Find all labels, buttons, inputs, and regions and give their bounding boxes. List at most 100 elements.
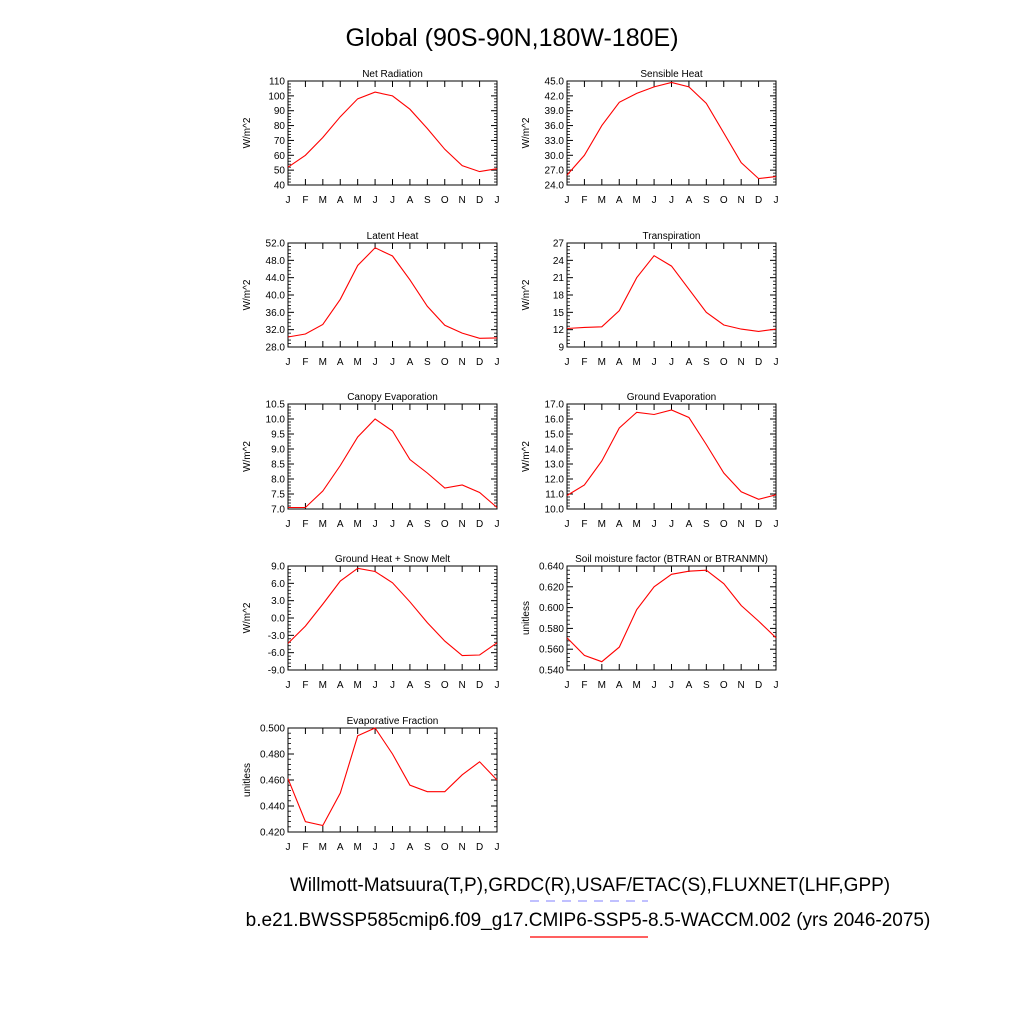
xtick-label: O [720,357,728,368]
xtick-label: M [632,680,640,691]
panel-title: Soil moisture factor (BTRAN or BTRANMN) [575,554,768,565]
ytick-label: 0.480 [260,750,285,761]
xtick-label: N [459,195,466,206]
xtick-label: J [390,842,395,853]
xtick-label: A [407,357,414,368]
ytick-label: 30.0 [545,151,565,162]
ytick-label: 48.0 [266,256,286,267]
panel-ylabel: W/m^2 [521,117,532,148]
ytick-label: 24 [553,256,565,267]
ytick-label: 7.0 [271,505,285,516]
xtick-label: S [424,519,431,530]
xtick-label: M [598,195,606,206]
ytick-label: 36.0 [545,121,565,132]
ytick-label: 70 [274,136,286,147]
series-line [566,254,777,332]
ytick-label: 50 [274,166,286,177]
xtick-label: S [424,680,431,691]
ytick-label: 13.0 [545,460,565,471]
panel-ylabel: W/m^2 [242,117,253,148]
ytick-label: 0.640 [539,562,564,573]
xtick-label: O [441,842,449,853]
panel-frame [287,80,498,186]
xtick-label: J [652,680,657,691]
xtick-label: F [581,519,587,530]
ytick-label: 9.5 [271,430,285,441]
xtick-label: N [738,519,745,530]
panel-title: Canopy Evaporation [347,392,438,403]
ytick-label: 45.0 [545,77,565,88]
xtick-label: J [373,357,378,368]
ytick-label: -6.0 [268,648,286,659]
xtick-label: J [286,680,291,691]
xtick-label: O [441,519,449,530]
ytick-label: 12 [553,325,565,336]
xtick-label: A [686,195,693,206]
ytick-label: 12.0 [545,475,565,486]
ytick-label: 9.0 [271,445,285,456]
xtick-label: S [424,195,431,206]
legend-obs-text: Willmott-Matsuura(T,P),GRDC(R),USAF/ETAC… [290,875,890,896]
xtick-label: J [565,195,570,206]
xtick-label: A [337,195,344,206]
xtick-label: A [686,519,693,530]
ytick-label: 21 [553,273,565,284]
series-line [287,91,498,173]
ytick-label: 14.0 [545,445,565,456]
ytick-label: 100 [268,91,285,102]
panel-ylabel: unitless [242,763,253,797]
xtick-label: J [774,519,779,530]
ytick-label: 10.0 [266,415,286,426]
ytick-label: 42.0 [545,91,565,102]
xtick-label: M [319,842,327,853]
panel-ylabel: unitless [521,601,532,635]
xtick-label: N [459,842,466,853]
xtick-label: S [703,680,710,691]
ytick-label: 40.0 [266,291,286,302]
xtick-label: J [774,680,779,691]
xtick-label: A [616,519,623,530]
ytick-label: 0.560 [539,645,564,656]
ytick-label: 90 [274,106,286,117]
panel-ylabel: W/m^2 [242,441,253,472]
series-line [287,727,498,827]
xtick-label: J [652,195,657,206]
panel-title: Ground Heat + Snow Melt [335,554,451,565]
xtick-label: F [302,195,308,206]
xtick-label: J [669,519,674,530]
ytick-label: 18 [553,291,565,302]
ytick-label: 15 [553,308,565,319]
xtick-label: J [286,519,291,530]
xtick-label: M [319,519,327,530]
ytick-label: 32.0 [266,325,286,336]
xtick-label: J [373,842,378,853]
xtick-label: M [353,195,361,206]
ytick-label: 52.0 [266,239,286,250]
panel-title: Evaporative Fraction [347,716,439,727]
xtick-label: M [598,519,606,530]
panel-9: Evaporative Fraction unitless 0.420 0.440 0.… [242,716,500,853]
xtick-label: D [755,680,762,691]
panel-title: Transpiration [643,231,701,242]
panel-frame [566,565,777,671]
xtick-label: D [755,519,762,530]
ytick-label: 0.0 [271,614,285,625]
ytick-label: -9.0 [268,666,286,677]
xtick-label: A [616,357,623,368]
xtick-label: J [390,357,395,368]
xtick-label: F [581,195,587,206]
ytick-label: 0.500 [260,724,285,735]
ytick-label: 28.0 [266,343,286,354]
panel-5: Canopy Evaporation W/m^2 7.0 7.5 8.0 8.5 9.0 9.… [242,392,500,530]
panel-title: Latent Heat [367,231,419,242]
xtick-label: N [738,195,745,206]
figure-title: Global (90S-90N,180W-180E) [345,24,678,52]
xtick-label: J [390,519,395,530]
xtick-label: D [476,357,483,368]
xtick-label: J [669,680,674,691]
panel-frame [287,565,498,671]
xtick-label: A [337,680,344,691]
